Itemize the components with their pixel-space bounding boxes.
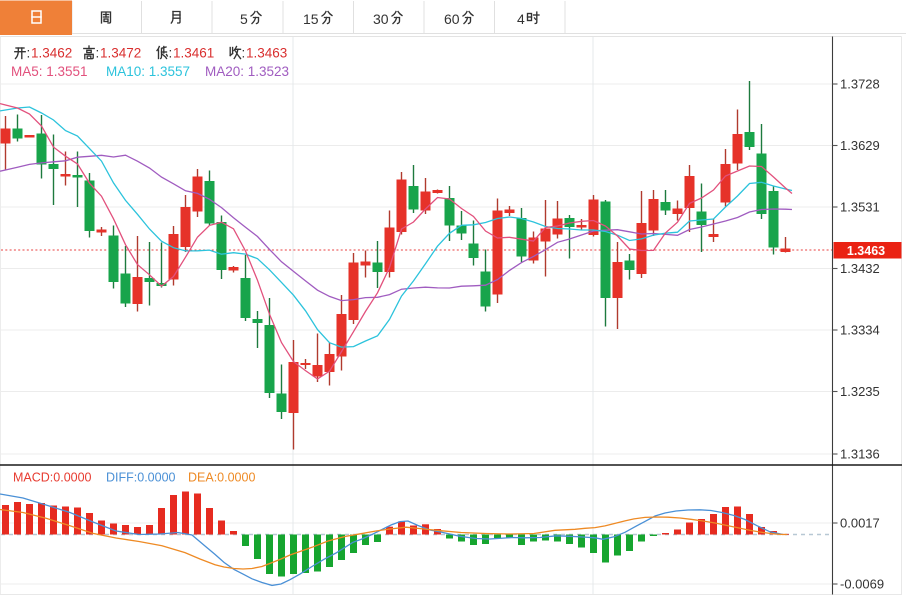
svg-text::: : <box>27 46 31 61</box>
svg-text:1.3531: 1.3531 <box>840 200 880 215</box>
svg-text:4: 4 <box>517 11 525 27</box>
svg-text:MA10: 1.3557: MA10: 1.3557 <box>106 64 190 79</box>
svg-text:MACD:0.0000: MACD:0.0000 <box>13 471 92 485</box>
svg-text:1.3432: 1.3432 <box>840 261 880 276</box>
svg-text:DIFF:0.0000: DIFF:0.0000 <box>106 471 176 485</box>
svg-text:MA20: 1.3523: MA20: 1.3523 <box>205 64 289 79</box>
svg-text::: : <box>96 46 100 61</box>
svg-text:1.3136: 1.3136 <box>840 447 880 462</box>
svg-text:60: 60 <box>444 11 460 27</box>
svg-text:-0.0069: -0.0069 <box>840 577 884 592</box>
svg-text:5: 5 <box>240 11 248 27</box>
svg-text:1.3629: 1.3629 <box>840 138 880 153</box>
svg-text:1.3472: 1.3472 <box>100 46 141 61</box>
svg-text:1.3334: 1.3334 <box>840 323 880 338</box>
svg-text:DEA:0.0000: DEA:0.0000 <box>188 471 255 485</box>
svg-text:30: 30 <box>373 11 389 27</box>
svg-text:MA5: 1.3551: MA5: 1.3551 <box>11 64 88 79</box>
svg-text:1.3463: 1.3463 <box>847 244 885 258</box>
svg-text:1.3462: 1.3462 <box>31 46 72 61</box>
svg-text:1.3461: 1.3461 <box>173 46 214 61</box>
svg-text:15: 15 <box>303 11 319 27</box>
svg-text::: : <box>242 46 246 61</box>
svg-text:1.3235: 1.3235 <box>840 384 880 399</box>
svg-text:1.3463: 1.3463 <box>246 46 287 61</box>
svg-text:0.0017: 0.0017 <box>840 516 880 531</box>
svg-text:1.3728: 1.3728 <box>840 77 880 92</box>
svg-text::: : <box>169 46 173 61</box>
